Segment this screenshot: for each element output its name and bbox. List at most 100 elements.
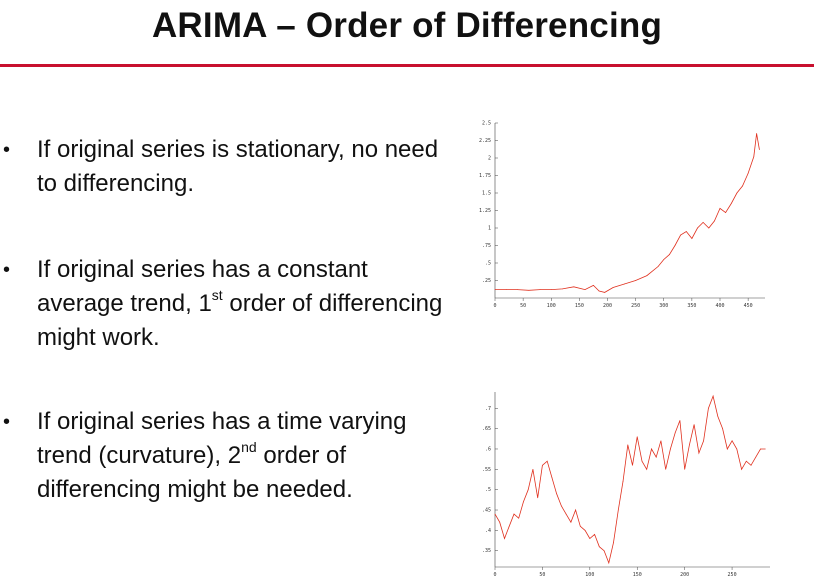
data-point	[725, 212, 726, 213]
data-point	[539, 289, 541, 290]
x-tick-label: 400	[715, 303, 724, 309]
bullet-list: • If original series is stationary, no n…	[3, 136, 457, 503]
y-tick-label: 2.25	[479, 138, 491, 144]
data-point	[747, 173, 749, 174]
data-point	[669, 254, 670, 255]
y-tick-label: 1.75	[479, 173, 491, 179]
data-point	[697, 227, 698, 229]
data-point	[660, 440, 662, 442]
data-point	[741, 468, 742, 470]
data-point	[593, 285, 594, 286]
ordinal-suffix: st	[211, 287, 223, 303]
y-tick-label: 1.25	[479, 208, 491, 214]
data-point	[523, 501, 524, 503]
data-point	[657, 266, 659, 267]
data-point	[499, 521, 501, 523]
data-point	[575, 509, 576, 511]
data-point	[598, 290, 600, 292]
y-tick-label: 1	[488, 226, 491, 232]
data-point	[764, 448, 766, 450]
y-tick-label: 1.5	[482, 191, 491, 197]
data-point	[663, 259, 665, 260]
x-tick-label: 0	[493, 303, 496, 309]
data-point	[703, 440, 704, 442]
data-point	[719, 208, 721, 209]
data-point	[546, 460, 548, 462]
bullet-item-first-order: • If original series has a constant aver…	[3, 253, 457, 355]
x-tick-label: 450	[744, 303, 753, 309]
chart-differenced-series-plot: 0 50 100 150 200 250 .35 .4 .45 .5 .55 .6 .65 .7	[482, 392, 770, 578]
data-point	[685, 231, 687, 232]
data-point	[655, 456, 657, 458]
y-tick-label: .5	[485, 261, 491, 267]
data-point	[670, 448, 671, 450]
bullet-text: If original series is stationary, no nee…	[37, 136, 439, 197]
data-point	[608, 562, 610, 564]
x-tick-label: 150	[633, 572, 642, 578]
data-point	[504, 538, 505, 539]
data-point	[532, 468, 534, 470]
data-point	[755, 456, 757, 458]
y-tick-label: .4	[485, 528, 491, 534]
data-point	[689, 444, 690, 446]
data-point	[712, 395, 714, 397]
title-divider	[0, 64, 814, 67]
data-point	[708, 407, 709, 409]
data-point	[603, 550, 605, 552]
data-point	[753, 156, 755, 157]
data-point	[722, 428, 723, 429]
data-point	[742, 185, 743, 187]
data-point	[698, 452, 700, 454]
x-tick-label: 350	[687, 303, 696, 309]
data-point	[612, 287, 614, 288]
data-point	[632, 464, 633, 466]
data-point	[714, 220, 715, 222]
data-point	[537, 497, 539, 499]
y-tick-label: .6	[485, 446, 491, 452]
data-point	[745, 460, 747, 462]
data-point	[680, 234, 681, 236]
y-tick-label: .35	[482, 548, 491, 554]
bullet-text-continued: order of differencing might work.	[37, 290, 443, 351]
x-tick-label: 0	[493, 572, 496, 578]
bullet-dot-icon: •	[3, 411, 11, 433]
x-tick-label: 250	[728, 572, 737, 578]
data-point	[494, 289, 496, 290]
data-point	[730, 203, 732, 204]
data-point	[651, 448, 652, 450]
data-point	[562, 288, 563, 290]
data-point	[627, 444, 629, 446]
y-tick-label: .45	[482, 508, 491, 514]
y-tick-label: .65	[482, 426, 491, 432]
series-line	[494, 394, 766, 565]
y-tick-label: .5	[485, 487, 491, 493]
data-point	[646, 468, 648, 470]
y-tick-label: .7	[485, 406, 491, 412]
x-tick-label: 200	[680, 572, 689, 578]
slide-title: ARIMA – Order of Differencing	[151, 6, 663, 45]
data-point	[579, 525, 581, 527]
y-tick-label: .25	[482, 278, 491, 284]
data-point	[542, 464, 543, 466]
y-tick-label: .75	[482, 243, 491, 249]
data-point	[702, 222, 704, 223]
bullet-dot-icon: •	[3, 259, 11, 281]
bullet-text-continued: order of differencing might be needed.	[37, 442, 353, 503]
data-point	[684, 468, 686, 470]
bullet-text: If original series has a time varying tr…	[37, 408, 407, 469]
y-tick-label: 2	[488, 156, 491, 162]
data-point	[717, 416, 719, 417]
data-point	[759, 149, 760, 150]
x-tick-label: 50	[520, 303, 526, 309]
data-point	[679, 420, 681, 421]
data-point	[617, 509, 619, 511]
x-tick-label: 100	[585, 572, 594, 578]
data-point	[598, 546, 600, 548]
data-point	[573, 286, 575, 288]
data-point	[508, 525, 510, 527]
data-point	[708, 227, 710, 229]
chart-differenced-series: 0 50 100 150 200 250 .35 .4 .45 .5 .55 .6 .65 .7	[470, 380, 770, 580]
x-tick-label: 50	[539, 572, 545, 578]
data-point	[736, 448, 738, 450]
data-point	[550, 289, 552, 290]
